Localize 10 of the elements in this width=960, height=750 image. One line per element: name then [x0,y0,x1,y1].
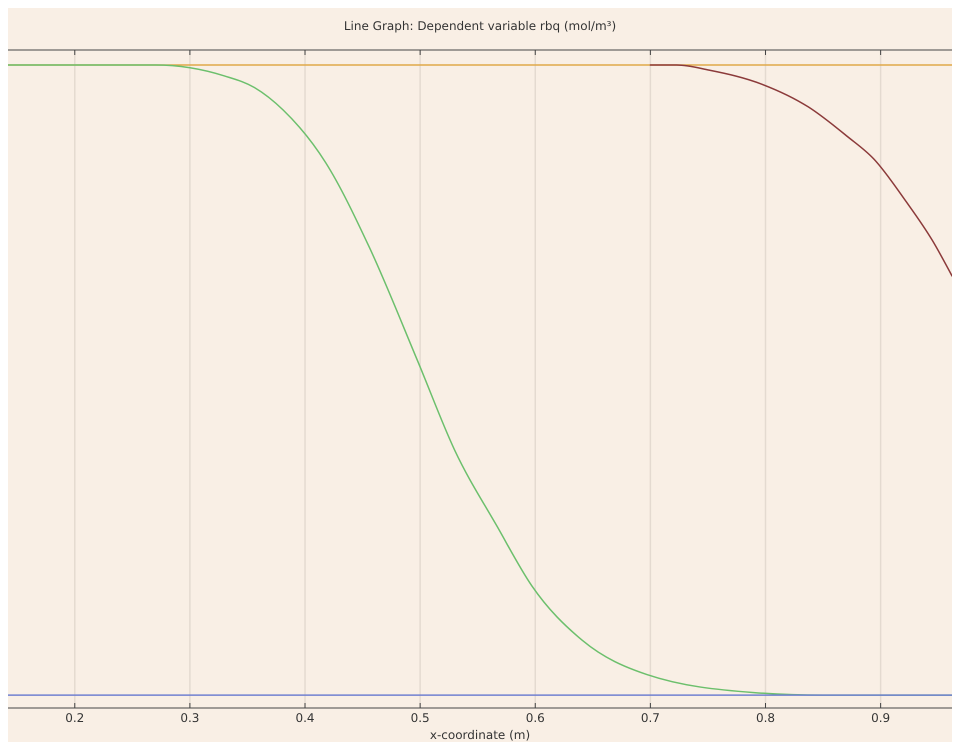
chart-title: Line Graph: Dependent variable rbq (mol/m³) [344,19,616,33]
x-tick-label: 0.3 [180,711,200,725]
x-tick-label: 0.2 [65,711,84,725]
x-tick-label: 0.8 [756,711,776,725]
x-tick-label: 0.4 [295,711,315,725]
x-axis-title: x-coordinate (m) [430,728,530,742]
x-tick-label: 0.6 [526,711,545,725]
x-tick-label: 0.5 [410,711,430,725]
x-tick-label: 0.9 [871,711,890,725]
x-tick-label: 0.7 [640,711,660,725]
